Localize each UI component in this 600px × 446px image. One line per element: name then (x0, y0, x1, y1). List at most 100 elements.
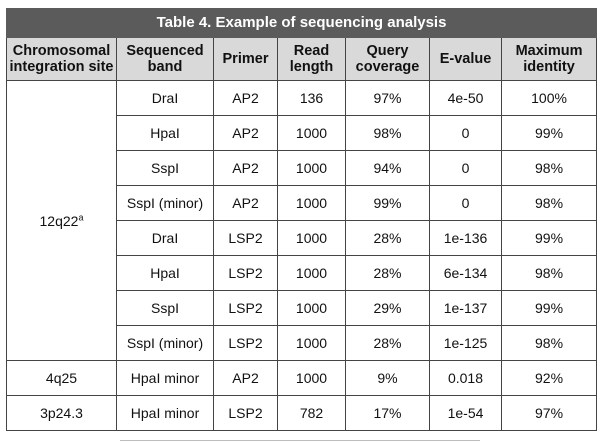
evalue-cell: 1e-136 (429, 220, 502, 256)
read-length-cell: 1000 (277, 325, 346, 361)
evalue-cell: 1e-125 (429, 325, 502, 361)
column-header-line1: Maximum (515, 43, 583, 59)
evalue-cell: 1e-54 (429, 395, 502, 431)
band-cell: SspI (116, 150, 214, 186)
table-row: HpaI AP2 1000 98% 0 99% (7, 115, 598, 151)
primer-cell: LSP2 (213, 220, 278, 256)
table-caption-row: Table 4. Example of sequencing analysis (5, 8, 598, 38)
read-length-cell: 136 (277, 80, 346, 116)
band-cell: HpaI (116, 115, 214, 151)
column-header-line1: Primer (222, 51, 269, 67)
column-header-line1: Read (293, 43, 330, 59)
identity-cell: 98% (500, 150, 598, 186)
read-length-cell: 782 (277, 395, 346, 431)
identity-cell: 99% (500, 220, 598, 256)
table-body: 12q22a DraI AP2 136 97% 4e-50 100% HpaI AP2 1000 9… (6, 80, 598, 431)
band-cell: SspI (minor) (116, 325, 214, 361)
read-length-cell: 1000 (277, 115, 346, 151)
identity-cell: 98% (500, 255, 598, 291)
table-row: 12q22a DraI AP2 136 97% 4e-50 100% (6, 80, 598, 361)
column-header-line2: coverage (355, 59, 420, 75)
read-length-cell: 1000 (277, 185, 346, 221)
coverage-cell: 28% (345, 220, 430, 256)
coverage-cell: 98% (345, 115, 430, 151)
column-header-line2: integration site (9, 59, 114, 75)
evalue-cell: 6e-134 (429, 255, 502, 291)
coverage-cell: 28% (345, 255, 430, 291)
column-header-line2: identity (523, 59, 575, 75)
column-header: Primer (213, 37, 278, 81)
column-header: Maximum identity (500, 37, 598, 81)
footnote-marker: a (78, 211, 84, 222)
table-row: 3p24.3 HpaI minor LSP2 782 17% 1e-54 97% (6, 395, 598, 431)
column-header-line1: E-value (439, 51, 492, 67)
read-length-cell: 1000 (277, 150, 346, 186)
identity-cell: 92% (500, 360, 598, 396)
primer-cell: AP2 (213, 115, 278, 151)
footer-divider (120, 440, 480, 441)
integration-site-label: 3p24.3 (40, 405, 83, 421)
coverage-cell: 97% (345, 80, 430, 116)
table-row: SspI LSP2 1000 29% 1e-137 99% (7, 290, 598, 326)
evalue-cell: 0.018 (429, 360, 502, 396)
coverage-cell: 28% (345, 325, 430, 361)
table-row: SspI (minor) LSP2 1000 28% 1e-125 98% (7, 325, 598, 361)
coverage-cell: 17% (345, 395, 430, 431)
sequencing-table: Table 4. Example of sequencing analysis … (5, 8, 598, 431)
table-row: SspI AP2 1000 94% 0 98% (7, 150, 598, 186)
table-caption: Table 4. Example of sequencing analysis (5, 8, 598, 38)
integration-site-cell: 3p24.3 (6, 395, 117, 431)
identity-cell: 100% (500, 80, 598, 116)
table-row: 4q25 HpaI minor AP2 1000 9% 0.018 92% (6, 360, 598, 396)
column-header-line1: Query (366, 43, 409, 59)
evalue-cell: 0 (429, 150, 502, 186)
column-header: Chromosomal integration site (6, 37, 117, 81)
column-header: Read length (277, 37, 346, 81)
column-header: E-value (429, 37, 502, 81)
primer-cell: LSP2 (213, 395, 278, 431)
read-length-cell: 1000 (277, 220, 346, 256)
integration-site-cell: 12q22a (6, 80, 117, 361)
table-header-row: Chromosomal integration site Sequenced band… (6, 37, 598, 81)
coverage-cell: 99% (345, 185, 430, 221)
read-length-cell: 1000 (277, 290, 346, 326)
primer-cell: LSP2 (213, 325, 278, 361)
identity-cell: 98% (500, 185, 598, 221)
band-cell: DraI (116, 220, 214, 256)
primer-cell: LSP2 (213, 255, 278, 291)
column-header: Query coverage (345, 37, 430, 81)
band-cell: DraI (116, 80, 214, 116)
column-header-line2: band (147, 59, 183, 75)
evalue-cell: 4e-50 (429, 80, 502, 116)
coverage-cell: 9% (345, 360, 430, 396)
integration-site-label: 4q25 (45, 370, 78, 386)
band-cell: SspI (minor) (116, 185, 214, 221)
integration-site-cell: 4q25 (6, 360, 117, 396)
read-length-cell: 1000 (277, 255, 346, 291)
primer-cell: AP2 (213, 80, 278, 116)
primer-cell: AP2 (213, 150, 278, 186)
integration-site-label: 12q22 (39, 212, 79, 229)
evalue-cell: 0 (429, 185, 502, 221)
primer-cell: LSP2 (213, 290, 278, 326)
table-row: DraI LSP2 1000 28% 1e-136 99% (7, 220, 598, 256)
evalue-cell: 0 (429, 115, 502, 151)
column-header-line1: Sequenced (126, 43, 204, 59)
primer-cell: AP2 (213, 185, 278, 221)
identity-cell: 99% (500, 115, 598, 151)
coverage-cell: 94% (345, 150, 430, 186)
identity-cell: 99% (500, 290, 598, 326)
column-header-line2: length (289, 59, 334, 75)
coverage-cell: 29% (345, 290, 430, 326)
identity-cell: 97% (500, 395, 598, 431)
band-cell: HpaI minor (116, 395, 214, 431)
identity-cell: 98% (500, 325, 598, 361)
evalue-cell: 1e-137 (429, 290, 502, 326)
band-cell: HpaI minor (116, 360, 214, 396)
read-length-cell: 1000 (277, 360, 346, 396)
column-header: Sequenced band (116, 37, 214, 81)
band-cell: SspI (116, 290, 214, 326)
primer-cell: AP2 (213, 360, 278, 396)
column-header-line1: Chromosomal (12, 43, 111, 59)
